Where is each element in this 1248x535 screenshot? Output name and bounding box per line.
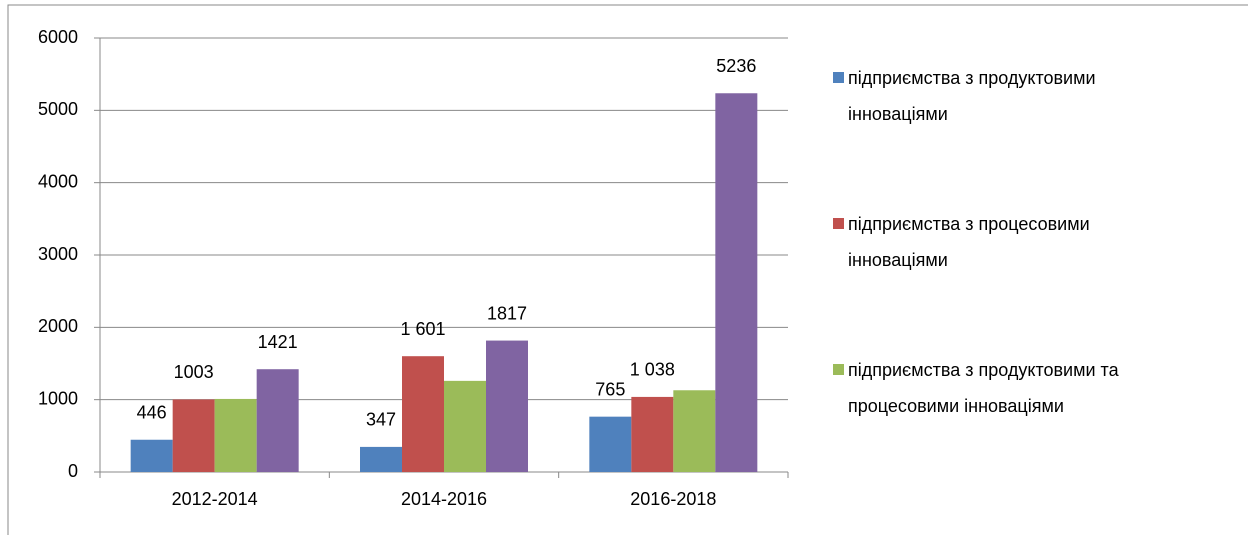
- data-label: 1 601: [400, 319, 445, 339]
- bar: [172, 399, 215, 472]
- y-tick-label: 1000: [38, 388, 78, 408]
- legend-swatch: [833, 72, 844, 83]
- bar: [444, 380, 486, 472]
- data-label: 1421: [258, 332, 298, 352]
- y-tick-label: 4000: [38, 171, 78, 191]
- chart-border: [7, 4, 1248, 535]
- data-label: 446: [137, 402, 167, 422]
- bar: [130, 439, 173, 472]
- data-label: 1 038: [630, 360, 675, 380]
- y-tick-label: 2000: [38, 316, 78, 336]
- bar: [486, 340, 528, 472]
- legend-label: підприємства з продуктовими інноваціями: [848, 68, 1096, 124]
- data-label: 765: [595, 379, 625, 399]
- legend-label: підприємства з продуктовими та процесови…: [848, 360, 1119, 416]
- y-tick-label: 0: [68, 461, 78, 481]
- y-tick-label: 5000: [38, 99, 78, 119]
- x-tick-label: 2014-2016: [401, 489, 487, 509]
- bar: [360, 446, 402, 472]
- data-label: 5236: [716, 56, 756, 76]
- bar: [214, 398, 257, 472]
- x-tick-label: 2012-2014: [172, 489, 258, 509]
- data-label: 1003: [174, 362, 214, 382]
- bar: [631, 396, 674, 472]
- legend-swatch: [833, 218, 844, 229]
- legend-swatch: [833, 364, 844, 375]
- y-tick-label: 6000: [38, 27, 78, 47]
- y-tick-label: 3000: [38, 244, 78, 264]
- bar: [402, 356, 444, 472]
- data-label: 347: [366, 410, 396, 430]
- bar: [673, 390, 716, 472]
- bar: [589, 416, 632, 472]
- bar: [256, 369, 299, 472]
- x-tick-label: 2016-2018: [630, 489, 716, 509]
- data-label: 1817: [487, 303, 527, 323]
- legend-label: підприємства з процесовими інноваціями: [848, 214, 1090, 270]
- bar: [715, 93, 758, 472]
